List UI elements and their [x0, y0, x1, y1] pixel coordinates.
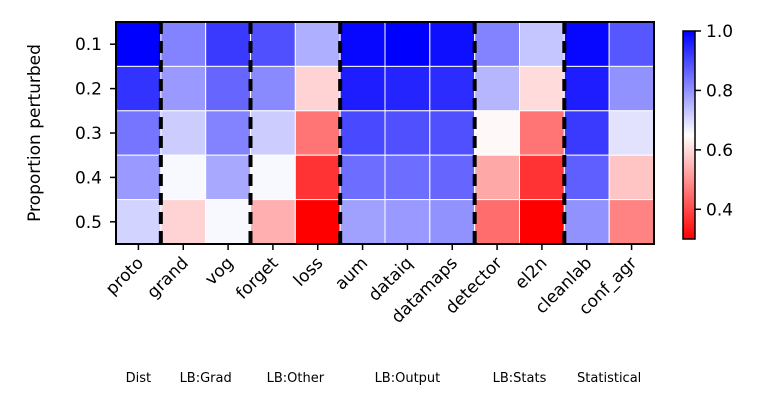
heatmap-cell-cleanlab-0.1: [563, 21, 610, 67]
heatmap-cell-datamaps-0.5: [429, 199, 476, 245]
heatmap-cell-proto-0.5: [115, 199, 162, 245]
column-group-label: Statistical: [577, 371, 641, 386]
heatmap-cell-el2n-0.4: [519, 154, 565, 201]
x-tick-label-el2n: el2n: [511, 253, 551, 293]
colorbar-tick-label: 0.6: [706, 141, 733, 161]
heatmap-cell-aum-0.4: [339, 154, 386, 201]
heatmap-cell-dataiq-0.3: [384, 110, 431, 156]
x-tick-label-proto: proto: [102, 253, 148, 299]
heatmap-cell-cleanlab-0.2: [563, 65, 610, 112]
y-tick-label: 0.2: [75, 80, 102, 100]
colorbar: [682, 30, 696, 240]
heatmap-cell-grand-0.1: [160, 21, 207, 67]
heatmap-cell-vog-0.1: [205, 21, 252, 67]
heatmap-cell-conf_agr-0.1: [608, 21, 655, 67]
y-tick-label: 0.5: [75, 213, 102, 233]
heatmap-cell-proto-0.3: [115, 110, 162, 156]
heatmap-cell-vog-0.5: [205, 199, 252, 245]
heatmap-cell-loss-0.3: [294, 110, 341, 156]
heatmap-cell-proto-0.4: [115, 154, 162, 201]
y-tick-label: 0.1: [75, 35, 102, 55]
heatmap-cell-proto-0.2: [115, 65, 162, 112]
colorbar-tick-label: 0.8: [706, 81, 733, 101]
column-group-labels: Dist LB:Grad LB:Other LB:Output LB:Stats Stat…: [126, 371, 642, 386]
heatmap-cell-conf_agr-0.3: [608, 110, 655, 156]
colorbar-tick-label: 0.4: [706, 200, 733, 220]
heatmap-cell-aum-0.5: [339, 199, 386, 245]
heatmap-cell-detector-0.2: [474, 65, 520, 112]
heatmap-cells: [115, 21, 655, 245]
column-group-label: LB:Other: [267, 371, 325, 386]
heatmap-cell-cleanlab-0.3: [563, 110, 610, 156]
heatmap-cell-el2n-0.2: [519, 65, 565, 112]
heatmap-cell-forget-0.1: [250, 21, 296, 67]
column-group-label: Dist: [126, 371, 152, 386]
heatmap-cell-vog-0.3: [205, 110, 252, 156]
heatmap-cell-el2n-0.5: [519, 199, 565, 245]
heatmap-cell-aum-0.3: [339, 110, 386, 156]
heatmap-cell-datamaps-0.4: [429, 154, 476, 201]
heatmap-cell-cleanlab-0.4: [563, 154, 610, 201]
column-group-label: LB:Output: [375, 371, 441, 386]
heatmap-cell-loss-0.5: [294, 199, 341, 245]
heatmap-cell-conf_agr-0.5: [608, 199, 655, 245]
heatmap-cell-dataiq-0.4: [384, 154, 431, 201]
heatmap-cell-grand-0.2: [160, 65, 207, 112]
heatmap-cell-dataiq-0.2: [384, 65, 431, 112]
heatmap-cell-aum-0.1: [339, 21, 386, 67]
heatmap-cell-loss-0.1: [294, 21, 341, 67]
x-tick-label-grand: grand: [143, 253, 192, 302]
heatmap-cell-forget-0.3: [250, 110, 296, 156]
heatmap-cell-cleanlab-0.5: [563, 199, 610, 245]
heatmap-cell-datamaps-0.2: [429, 65, 476, 112]
colorbar-tick-label: 1.0: [706, 22, 733, 42]
y-tick-label: 0.3: [75, 124, 102, 144]
y-tick-label: 0.4: [75, 168, 102, 188]
x-tick-label-loss: loss: [290, 253, 327, 290]
heatmap-cell-loss-0.2: [294, 65, 341, 112]
heatmap-cell-conf_agr-0.4: [608, 154, 655, 201]
heatmap-cell-forget-0.4: [250, 154, 296, 201]
column-group-label: LB:Stats: [493, 371, 547, 386]
x-tick-label-aum: aum: [331, 253, 372, 294]
heatmap-cell-forget-0.2: [250, 65, 296, 112]
heatmap-cell-grand-0.3: [160, 110, 207, 156]
heatmap-cell-vog-0.4: [205, 154, 252, 201]
heatmap-cell-detector-0.3: [474, 110, 520, 156]
y-axis-label: Proportion perturbed: [25, 44, 45, 222]
colorbar-axis: 0.4 0.6 0.8 1.0: [695, 22, 733, 220]
heatmap-cell-detector-0.4: [474, 154, 520, 201]
heatmap-cell-vog-0.2: [205, 65, 252, 112]
heatmap-cell-loss-0.4: [294, 154, 341, 201]
heatmap-cell-proto-0.1: [115, 21, 162, 67]
heatmap-cell-datamaps-0.3: [429, 110, 476, 156]
heatmap-cell-detector-0.1: [474, 21, 520, 67]
heatmap-cell-aum-0.2: [339, 65, 386, 112]
heatmap-cell-grand-0.4: [160, 154, 207, 201]
heatmap-cell-datamaps-0.1: [429, 21, 476, 67]
heatmap-cell-dataiq-0.5: [384, 199, 431, 245]
y-axis: 0.1 0.2 0.3 0.4 0.5: [75, 35, 116, 233]
heatmap-cell-el2n-0.3: [519, 110, 565, 156]
heatmap-cell-dataiq-0.1: [384, 21, 431, 67]
heatmap-cell-forget-0.5: [250, 199, 296, 245]
heatmap-cell-detector-0.5: [474, 199, 520, 245]
x-tick-label-vog: vog: [201, 253, 237, 289]
heatmap-cell-conf_agr-0.2: [608, 65, 655, 112]
column-group-label: LB:Grad: [180, 371, 232, 386]
heatmap-cell-el2n-0.1: [519, 21, 565, 67]
heatmap-cell-grand-0.5: [160, 199, 207, 245]
x-tick-label-forget: forget: [232, 253, 282, 303]
